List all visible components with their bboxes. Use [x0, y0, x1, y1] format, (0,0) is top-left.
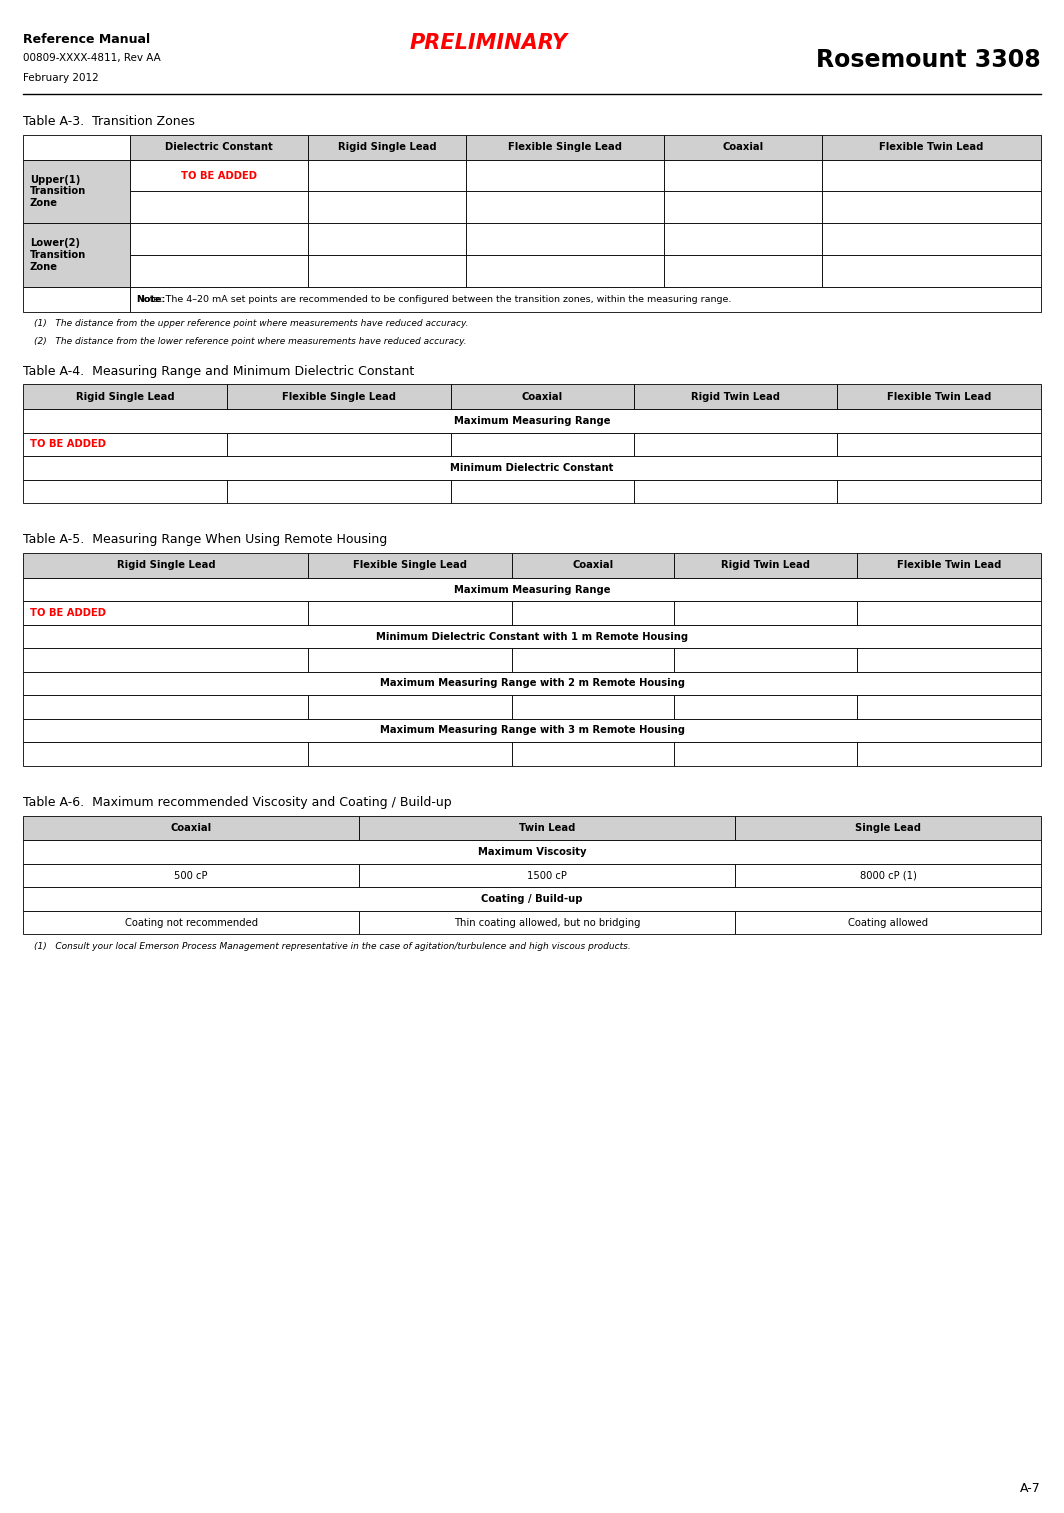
- Text: Dielectric Constant: Dielectric Constant: [165, 142, 273, 153]
- Text: Rigid Single Lead: Rigid Single Lead: [337, 142, 436, 153]
- Text: Rigid Twin Lead: Rigid Twin Lead: [721, 560, 811, 570]
- Text: Coating / Build-up: Coating / Build-up: [481, 894, 583, 905]
- Bar: [227, 480, 451, 502]
- Bar: [675, 601, 858, 625]
- Text: PRELIMINARY: PRELIMINARY: [410, 33, 568, 53]
- Bar: [821, 224, 1041, 256]
- Bar: [675, 741, 858, 766]
- Text: Minimum Dielectric Constant: Minimum Dielectric Constant: [450, 463, 614, 474]
- Bar: [735, 911, 1041, 934]
- Text: Coaxial: Coaxial: [170, 823, 212, 834]
- Bar: [858, 694, 1041, 719]
- Bar: [130, 254, 309, 287]
- Text: Flexible Twin Lead: Flexible Twin Lead: [879, 142, 983, 153]
- Text: Note: The 4–20 mA set points are recommended to be configured between the transi: Note: The 4–20 mA set points are recomme…: [136, 295, 731, 304]
- Bar: [309, 191, 466, 224]
- Text: Twin Lead: Twin Lead: [519, 823, 576, 834]
- Text: TO BE ADDED: TO BE ADDED: [30, 439, 105, 449]
- Text: Coaxial: Coaxial: [521, 392, 563, 402]
- Text: Note:: Note:: [136, 295, 166, 304]
- Bar: [512, 741, 675, 766]
- Bar: [451, 480, 634, 502]
- Bar: [23, 719, 1041, 741]
- Text: Thin coating allowed, but no bridging: Thin coating allowed, but no bridging: [454, 917, 641, 927]
- Text: Reference Manual: Reference Manual: [23, 33, 150, 47]
- Text: Maximum Measuring Range with 3 m Remote Housing: Maximum Measuring Range with 3 m Remote …: [380, 725, 684, 735]
- Text: Maximum Measuring Range: Maximum Measuring Range: [453, 584, 611, 595]
- Text: Maximum Measuring Range: Maximum Measuring Range: [453, 416, 611, 427]
- Bar: [23, 480, 227, 502]
- Bar: [23, 457, 1041, 480]
- Text: Coating allowed: Coating allowed: [848, 917, 928, 927]
- Text: Table A-5.  Measuring Range When Using Remote Housing: Table A-5. Measuring Range When Using Re…: [23, 533, 387, 546]
- Text: Single Lead: Single Lead: [855, 823, 921, 834]
- Text: TO BE ADDED: TO BE ADDED: [30, 608, 105, 619]
- Bar: [23, 648, 309, 672]
- Text: A-7: A-7: [1019, 1481, 1041, 1495]
- Bar: [23, 287, 130, 312]
- Bar: [735, 816, 1041, 840]
- Bar: [130, 191, 309, 224]
- Bar: [130, 287, 1041, 312]
- Text: Rigid Single Lead: Rigid Single Lead: [76, 392, 174, 402]
- Text: (2)   The distance from the lower reference point where measurements have reduce: (2) The distance from the lower referenc…: [34, 337, 467, 346]
- Bar: [634, 433, 837, 457]
- Bar: [451, 433, 634, 457]
- Bar: [821, 160, 1041, 192]
- Bar: [23, 554, 309, 578]
- Text: Flexible Single Lead: Flexible Single Lead: [353, 560, 467, 570]
- Bar: [23, 741, 309, 766]
- Bar: [466, 135, 664, 160]
- Text: Coaxial: Coaxial: [722, 142, 764, 153]
- Bar: [309, 135, 466, 160]
- Bar: [664, 191, 821, 224]
- Text: Rigid Single Lead: Rigid Single Lead: [116, 560, 215, 570]
- Bar: [309, 741, 512, 766]
- Bar: [23, 887, 1041, 911]
- Text: Table A-4.  Measuring Range and Minimum Dielectric Constant: Table A-4. Measuring Range and Minimum D…: [23, 365, 415, 378]
- Bar: [837, 384, 1041, 410]
- Bar: [466, 160, 664, 192]
- Bar: [23, 911, 359, 934]
- Bar: [309, 648, 512, 672]
- Text: (1)   The distance from the upper reference point where measurements have reduce: (1) The distance from the upper referenc…: [34, 319, 468, 328]
- Bar: [309, 554, 512, 578]
- Bar: [309, 694, 512, 719]
- Text: Coating not recommended: Coating not recommended: [124, 917, 257, 927]
- Bar: [23, 410, 1041, 433]
- Bar: [23, 601, 309, 625]
- Bar: [23, 694, 309, 719]
- Text: Flexible Twin Lead: Flexible Twin Lead: [886, 392, 991, 402]
- Text: Coaxial: Coaxial: [572, 560, 614, 570]
- Bar: [23, 816, 359, 840]
- Bar: [512, 601, 675, 625]
- Text: Flexible Twin Lead: Flexible Twin Lead: [897, 560, 1001, 570]
- Bar: [837, 433, 1041, 457]
- Text: 8000 cP (1): 8000 cP (1): [860, 870, 916, 881]
- Bar: [23, 433, 227, 457]
- Bar: [130, 135, 309, 160]
- Text: Minimum Dielectric Constant with 1 m Remote Housing: Minimum Dielectric Constant with 1 m Rem…: [376, 631, 688, 642]
- Text: Lower(2)
Transition
Zone: Lower(2) Transition Zone: [30, 239, 86, 271]
- Bar: [512, 554, 675, 578]
- Bar: [23, 864, 359, 887]
- Bar: [634, 480, 837, 502]
- Bar: [130, 224, 309, 256]
- Text: Table A-6.  Maximum recommended Viscosity and Coating / Build-up: Table A-6. Maximum recommended Viscosity…: [23, 796, 452, 809]
- Bar: [664, 254, 821, 287]
- Bar: [23, 160, 130, 224]
- Bar: [227, 384, 451, 410]
- Bar: [309, 224, 466, 256]
- Bar: [634, 384, 837, 410]
- Bar: [664, 135, 821, 160]
- Bar: [858, 554, 1041, 578]
- Bar: [359, 816, 735, 840]
- Bar: [858, 741, 1041, 766]
- Bar: [23, 384, 227, 410]
- Bar: [821, 191, 1041, 224]
- Bar: [23, 578, 1041, 601]
- Bar: [821, 254, 1041, 287]
- Text: Flexible Single Lead: Flexible Single Lead: [282, 392, 396, 402]
- Bar: [130, 160, 309, 192]
- Bar: [309, 254, 466, 287]
